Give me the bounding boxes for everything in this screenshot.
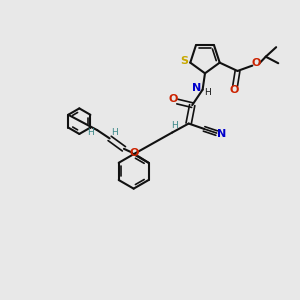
Text: H: H (171, 122, 178, 130)
Text: H: H (87, 128, 94, 137)
Text: O: O (230, 85, 239, 95)
Text: S: S (180, 56, 188, 66)
Text: O: O (252, 58, 261, 68)
Text: O: O (168, 94, 178, 104)
Text: N: N (217, 129, 226, 139)
Text: N: N (192, 83, 201, 93)
Text: O: O (130, 148, 139, 158)
Text: H: H (205, 88, 211, 97)
Text: H: H (112, 128, 118, 137)
